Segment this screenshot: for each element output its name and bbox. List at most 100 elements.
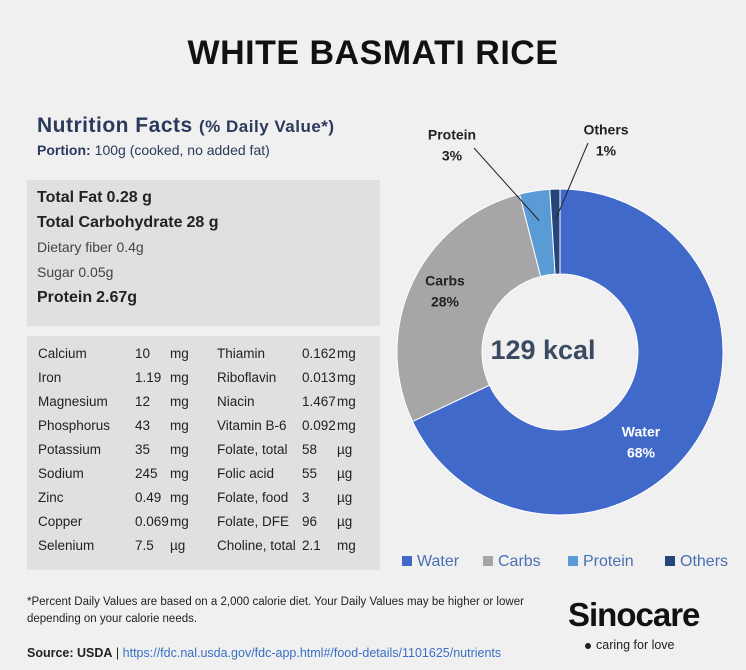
table-cell: Selenium: [38, 538, 95, 553]
table-cell: µg: [337, 442, 353, 457]
slice-name: Water: [622, 424, 661, 440]
table-cell: Calcium: [38, 346, 87, 361]
leader-line: [555, 142, 589, 220]
table-cell: mg: [170, 490, 189, 505]
table-cell: mg: [170, 442, 189, 457]
table-cell: Vitamin B-6: [217, 418, 287, 433]
legend-label: Others: [680, 553, 728, 570]
portion-label: Portion:: [37, 142, 91, 158]
table-cell: Folate, food: [217, 490, 289, 505]
heading-note: (% Daily Value*): [199, 117, 335, 136]
heading-text: Nutrition Facts: [37, 114, 193, 137]
bullet-icon: [585, 643, 591, 649]
footnote: *Percent Daily Values are based on a 2,0…: [27, 596, 524, 625]
slice-name: Protein: [428, 127, 476, 143]
legend-swatch: [402, 556, 412, 566]
table-cell: Folate, DFE: [217, 514, 290, 529]
table-cell: 0.013: [302, 370, 336, 385]
table-cell: mg: [337, 538, 356, 553]
legend-label: Carbs: [498, 553, 541, 570]
table-cell: Niacin: [217, 394, 255, 409]
donut-slice: [396, 193, 542, 423]
table-cell: 12: [135, 394, 151, 409]
slice-name: Others: [583, 122, 628, 138]
table-cell: 2.1: [302, 538, 321, 553]
leader-line: [473, 147, 540, 221]
table-cell: µg: [337, 466, 353, 481]
table-cell: Phosphorus: [38, 418, 111, 433]
macro-row: Dietary fiber 0.4g: [37, 239, 144, 255]
table-cell: 0.092: [302, 418, 336, 433]
macro-name: Total Fat: [37, 189, 103, 206]
macro-amount: 2.67g: [96, 289, 138, 306]
table-cell: 55: [302, 466, 318, 481]
legend-swatch: [483, 556, 493, 566]
slice-value: 3%: [442, 148, 463, 164]
table-cell: Magnesium: [38, 394, 108, 409]
macro-amount: 0.28 g: [106, 189, 152, 206]
table-cell: 245: [135, 466, 158, 481]
table-cell: 35: [135, 442, 151, 457]
table-cell: µg: [337, 514, 353, 529]
slice-name: Carbs: [425, 273, 465, 289]
table-cell: µg: [337, 490, 353, 505]
table-cell: 7.5: [135, 538, 154, 553]
macro-row: Sugar 0.05g: [37, 264, 113, 280]
portion-text: 100g (cooked, no added fat): [94, 142, 270, 158]
source-link[interactable]: https://fdc.nal.usda.gov/fdc-app.html#/f…: [122, 646, 502, 660]
table-cell: Riboflavin: [217, 370, 277, 385]
donut-slice: [411, 188, 724, 516]
legend-label: Water: [417, 553, 460, 570]
legend-swatch: [665, 556, 675, 566]
macro-name: Sugar: [37, 264, 75, 280]
table-cell: mg: [337, 346, 356, 361]
table-cell: µg: [170, 538, 186, 553]
table-cell: Sodium: [38, 466, 84, 481]
table-cell: 1.467: [302, 394, 336, 409]
table-cell: Iron: [38, 370, 62, 385]
donut-slice: [549, 188, 561, 275]
table-cell: Choline, total: [217, 538, 296, 553]
macro-amount: 0.4g: [116, 239, 144, 255]
table-cell: 96: [302, 514, 318, 529]
table-cell: mg: [337, 394, 356, 409]
nutrient-table: Calcium 10 mg Thiamin 0.162 mg Iron 1.19 mg Ribof…: [27, 336, 380, 570]
source: Source: USDA | https://fdc.nal.usda.gov/…: [27, 646, 501, 660]
macro-row: Total Carbohydrate 28 g: [37, 214, 219, 232]
table-cell: mg: [170, 514, 189, 529]
macro-amount: 0.05g: [78, 264, 114, 280]
macro-name: Protein: [37, 289, 93, 306]
table-cell: 0.49: [135, 490, 162, 505]
table-cell: mg: [170, 418, 189, 433]
table-cell: Zinc: [38, 490, 64, 505]
legend-swatch: [568, 556, 578, 566]
table-cell: mg: [170, 394, 189, 409]
facts-heading: Nutrition Facts (% Daily Value*): [37, 114, 335, 138]
slice-value: 28%: [431, 294, 460, 310]
chart: Water 68% Carbs 28% Protein 3% Others 1% 129 kca…: [396, 122, 728, 570]
table-cell: 0.069: [135, 514, 169, 529]
table-cell: Thiamin: [217, 346, 266, 361]
brand: Sinocare: [568, 596, 700, 633]
center-label: 129 kcal: [490, 335, 595, 365]
table-cell: 3: [302, 490, 310, 505]
tagline: caring for love: [596, 638, 675, 652]
table-cell: mg: [337, 418, 356, 433]
macro-name: Dietary fiber: [37, 239, 113, 255]
portion: Portion: 100g (cooked, no added fat): [37, 142, 270, 158]
macro-row: Protein 2.67g: [37, 289, 137, 307]
table-cell: Folate, total: [217, 442, 288, 457]
table-cell: mg: [170, 346, 189, 361]
table-cell: mg: [337, 370, 356, 385]
legend-label: Protein: [583, 553, 634, 570]
macro-box: Total Fat 0.28 g Total Carbohydrate 28 g Die…: [27, 180, 380, 326]
separator: |: [115, 646, 120, 660]
table-cell: mg: [170, 466, 189, 481]
table-cell: 10: [135, 346, 151, 361]
table-cell: 58: [302, 442, 318, 457]
macro-name: Total Carbohydrate: [37, 214, 183, 231]
table-cell: mg: [170, 370, 189, 385]
slice-value: 1%: [596, 143, 617, 159]
title: WHITE BASMATI RICE: [187, 34, 559, 72]
